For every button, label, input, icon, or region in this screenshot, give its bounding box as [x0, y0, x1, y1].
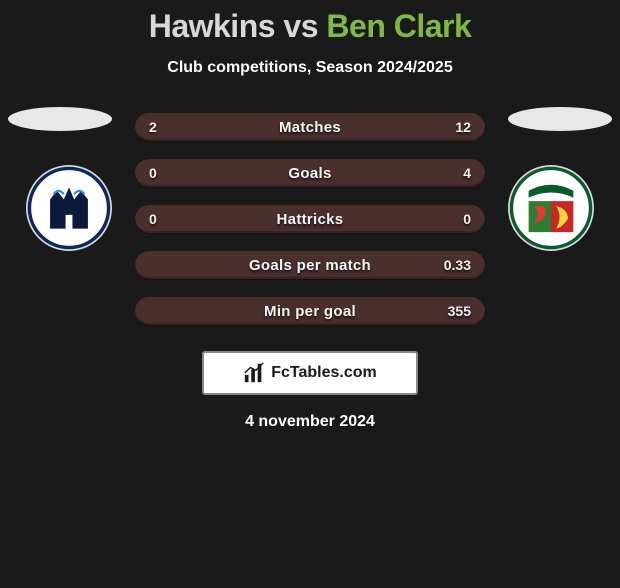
stat-metric: Goals: [288, 165, 331, 182]
stat-metric: Hattricks: [277, 211, 344, 228]
haverfordwest-badge-icon: [26, 165, 112, 251]
bar-chart-icon: [243, 362, 265, 384]
stat-right-value: 12: [455, 119, 471, 135]
stat-right-value: 355: [448, 303, 471, 319]
team-badge-left: [26, 165, 112, 251]
stat-row: 0 Hattricks 0: [135, 205, 485, 233]
stat-row: Min per goal 355: [135, 297, 485, 325]
comparison-body: 2 Matches 12 0 Goals 4 0 Hattricks 0 Goa…: [0, 113, 620, 431]
subtitle: Club competitions, Season 2024/2025: [0, 59, 620, 77]
team-badge-right: [508, 165, 594, 251]
stat-row: 2 Matches 12: [135, 113, 485, 141]
stat-row: Goals per match 0.33: [135, 251, 485, 279]
title-player1: Hawkins: [149, 8, 275, 44]
stat-left-value: 0: [149, 165, 157, 181]
stat-rows: 2 Matches 12 0 Goals 4 0 Hattricks 0 Goa…: [135, 113, 485, 325]
title-player2: Ben Clark: [326, 8, 471, 44]
player1-name-pill: [8, 107, 112, 131]
stat-metric: Goals per match: [249, 257, 371, 274]
player2-name-pill: [508, 107, 612, 131]
stat-metric: Matches: [279, 119, 341, 136]
stat-row: 0 Goals 4: [135, 159, 485, 187]
stat-metric: Min per goal: [264, 303, 356, 320]
stat-right-value: 4: [463, 165, 471, 181]
stat-right-value: 0.33: [444, 257, 471, 273]
stat-left-value: 2: [149, 119, 157, 135]
brand-box[interactable]: FcTables.com: [202, 351, 418, 395]
page-title: Hawkins vs Ben Clark: [0, 8, 620, 45]
stat-right-value: 0: [463, 211, 471, 227]
new-saints-badge-icon: [508, 165, 594, 251]
title-vs: vs: [283, 8, 318, 44]
stat-left-value: 0: [149, 211, 157, 227]
date-label: 4 november 2024: [0, 413, 620, 431]
brand-text: FcTables.com: [271, 364, 377, 382]
